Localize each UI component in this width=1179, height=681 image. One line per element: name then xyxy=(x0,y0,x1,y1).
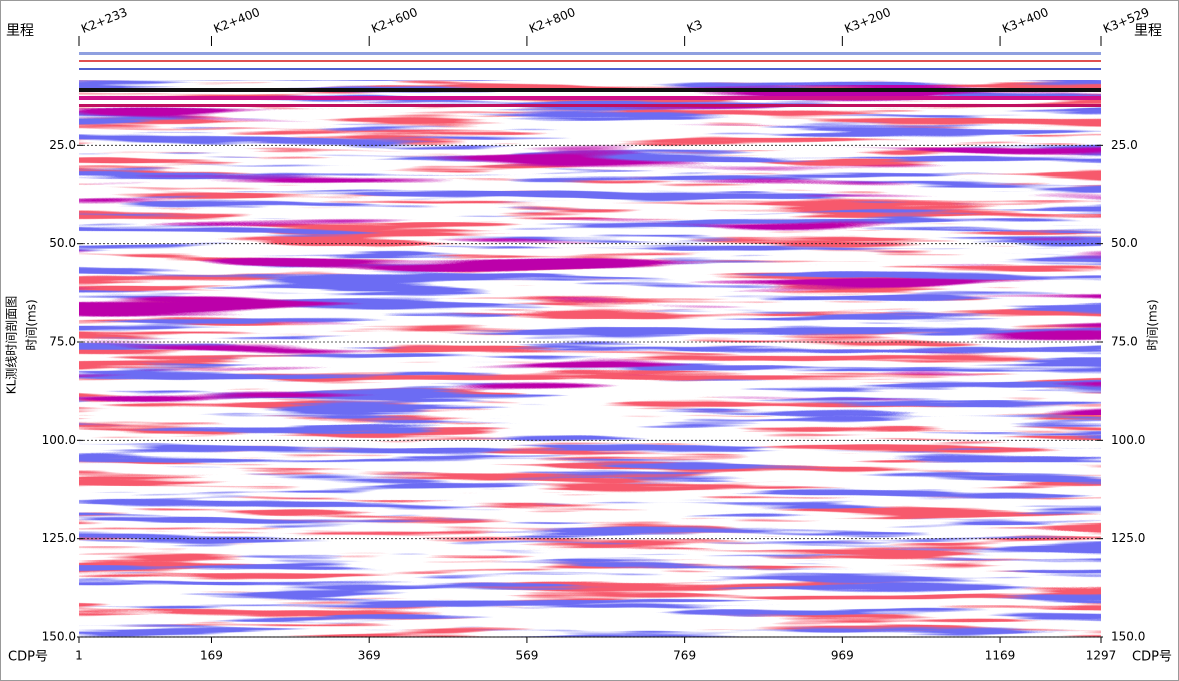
y-tick-label: 125.0 xyxy=(42,531,76,545)
y-tick-label: 50.0 xyxy=(1111,236,1138,250)
y-axis-label: 时间(ms) xyxy=(25,299,39,350)
y-tick-label: 25.0 xyxy=(49,138,76,152)
y-tick-label: 50.0 xyxy=(49,236,76,250)
top-axis-label: 里程 xyxy=(1134,23,1162,39)
x-tick-label: 1169 xyxy=(985,649,1016,663)
y-tick-label: 25.0 xyxy=(1111,138,1138,152)
y-tick-label: 150.0 xyxy=(1111,630,1145,644)
x-axis-label: CDP号 xyxy=(1132,650,1172,665)
x-axis-label: CDP号 xyxy=(8,650,48,665)
chart-title: KL测线时间剖面图 xyxy=(5,296,19,395)
y-tick-label: 75.0 xyxy=(49,335,76,349)
x-tick-label: 569 xyxy=(515,649,538,663)
y-tick-label: 150.0 xyxy=(42,630,76,644)
y-tick-label: 125.0 xyxy=(1111,531,1145,545)
x-tick-label: 1 xyxy=(75,649,83,663)
x-tick-label: 369 xyxy=(358,649,381,663)
x-tick-label: 1297 xyxy=(1086,649,1117,663)
x-tick-label: 169 xyxy=(200,649,223,663)
x-tick-label: 769 xyxy=(673,649,696,663)
y-axis-label: 时间(ms) xyxy=(1146,299,1160,350)
y-tick-label: 75.0 xyxy=(1111,335,1138,349)
y-tick-label: 100.0 xyxy=(42,433,76,447)
seismic-texture xyxy=(79,47,1101,637)
y-tick-label: 100.0 xyxy=(1111,433,1145,447)
x-tick-label: 969 xyxy=(831,649,854,663)
top-axis-label: 里程 xyxy=(6,23,34,39)
mileage-label: K3 xyxy=(685,17,705,36)
